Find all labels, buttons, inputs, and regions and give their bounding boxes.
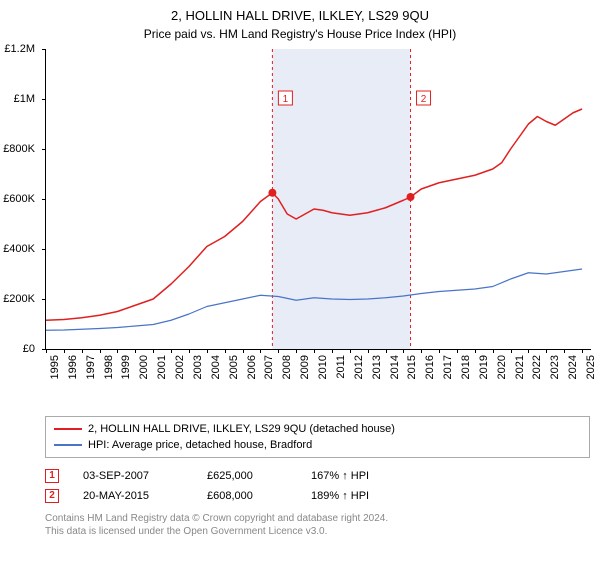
x-tick-label: 2011 xyxy=(335,355,347,379)
y-tick-label: £600K xyxy=(3,193,35,205)
sale-price-2: £608,000 xyxy=(207,486,287,506)
chart-container: 2, HOLLIN HALL DRIVE, ILKLEY, LS29 9QU P… xyxy=(0,8,600,538)
y-tick-label: £400K xyxy=(3,243,35,255)
x-axis-labels: 1995 1996 1997 1998 1999 2000 2001 2002 2003 2004… xyxy=(45,351,590,411)
x-tick-label: 2023 xyxy=(549,355,561,379)
legend-row-property: 2, HOLLIN HALL DRIVE, ILKLEY, LS29 9QU (… xyxy=(54,421,581,437)
x-tick-label: 1998 xyxy=(103,355,115,379)
sale-row-2: 2 20-MAY-2015 £608,000 189% ↑ HPI xyxy=(45,486,600,506)
x-tick-label: 2017 xyxy=(442,355,454,379)
x-tick-label: 1997 xyxy=(85,355,97,379)
x-tick-label: 2003 xyxy=(192,355,204,379)
plot-region: 12 xyxy=(45,49,591,350)
svg-text:1: 1 xyxy=(283,94,289,105)
legend-row-hpi: HPI: Average price, detached house, Brad… xyxy=(54,437,581,453)
sales-table: 1 03-SEP-2007 £625,000 167% ↑ HPI 2 20-M… xyxy=(45,466,600,506)
y-tick-label: £800K xyxy=(3,143,35,155)
sale-price-1: £625,000 xyxy=(207,466,287,486)
legend: 2, HOLLIN HALL DRIVE, ILKLEY, LS29 9QU (… xyxy=(45,416,590,458)
x-tick-label: 2004 xyxy=(210,355,222,379)
x-tick-label: 2008 xyxy=(281,355,293,379)
sale-marker-2: 2 xyxy=(45,489,59,503)
sale-row-1: 1 03-SEP-2007 £625,000 167% ↑ HPI xyxy=(45,466,600,486)
x-tick-label: 2006 xyxy=(246,355,258,379)
x-tick-label: 2018 xyxy=(460,355,472,379)
x-tick-label: 1996 xyxy=(67,355,79,379)
legend-swatch-property xyxy=(54,428,82,430)
x-tick-label: 2007 xyxy=(263,355,275,379)
chart-area: £0£200K£400K£600K£800K£1M£1.2M 12 199519… xyxy=(45,49,590,374)
x-tick-label: 2019 xyxy=(478,355,490,379)
chart-title: 2, HOLLIN HALL DRIVE, ILKLEY, LS29 9QU xyxy=(0,8,600,23)
footer-line2: This data is licensed under the Open Gov… xyxy=(45,525,600,538)
x-tick-label: 2000 xyxy=(138,355,150,379)
x-tick-label: 2021 xyxy=(514,355,526,379)
y-tick-label: £200K xyxy=(3,293,35,305)
x-tick-label: 1995 xyxy=(49,355,61,379)
sale-date-2: 20-MAY-2015 xyxy=(83,486,183,506)
x-tick-label: 2009 xyxy=(299,355,311,379)
x-tick-label: 1999 xyxy=(120,355,132,379)
x-tick-label: 2025 xyxy=(585,355,597,379)
svg-text:2: 2 xyxy=(421,94,427,105)
x-tick-label: 2014 xyxy=(389,355,401,379)
footer-line1: Contains HM Land Registry data © Crown c… xyxy=(45,512,600,525)
legend-label-hpi: HPI: Average price, detached house, Brad… xyxy=(88,437,312,453)
x-tick-label: 2010 xyxy=(317,355,329,379)
x-tick-label: 2016 xyxy=(424,355,436,379)
x-tick-label: 2022 xyxy=(531,355,543,379)
y-tick-label: £1.2M xyxy=(4,43,35,55)
sale-marker-1: 1 xyxy=(45,469,59,483)
x-tick-label: 2012 xyxy=(353,355,365,379)
sale-hpi-2: 189% ↑ HPI xyxy=(311,486,411,506)
x-tick-label: 2001 xyxy=(156,355,168,379)
y-tick-label: £0 xyxy=(23,343,35,355)
x-tick-label: 2013 xyxy=(371,355,383,379)
chart-subtitle: Price paid vs. HM Land Registry's House … xyxy=(0,27,600,41)
sale-date-1: 03-SEP-2007 xyxy=(83,466,183,486)
x-tick-label: 2020 xyxy=(496,355,508,379)
x-tick-label: 2002 xyxy=(174,355,186,379)
x-tick-label: 2005 xyxy=(228,355,240,379)
legend-label-property: 2, HOLLIN HALL DRIVE, ILKLEY, LS29 9QU (… xyxy=(88,421,395,437)
footer: Contains HM Land Registry data © Crown c… xyxy=(45,512,600,538)
y-tick-label: £1M xyxy=(14,93,35,105)
sale-hpi-1: 167% ↑ HPI xyxy=(311,466,411,486)
legend-swatch-hpi xyxy=(54,444,82,446)
y-axis-labels: £0£200K£400K£600K£800K£1M£1.2M xyxy=(0,49,40,349)
x-tick-label: 2015 xyxy=(406,355,418,379)
x-tick-label: 2024 xyxy=(567,355,579,379)
plot-svg: 12 xyxy=(46,49,591,349)
